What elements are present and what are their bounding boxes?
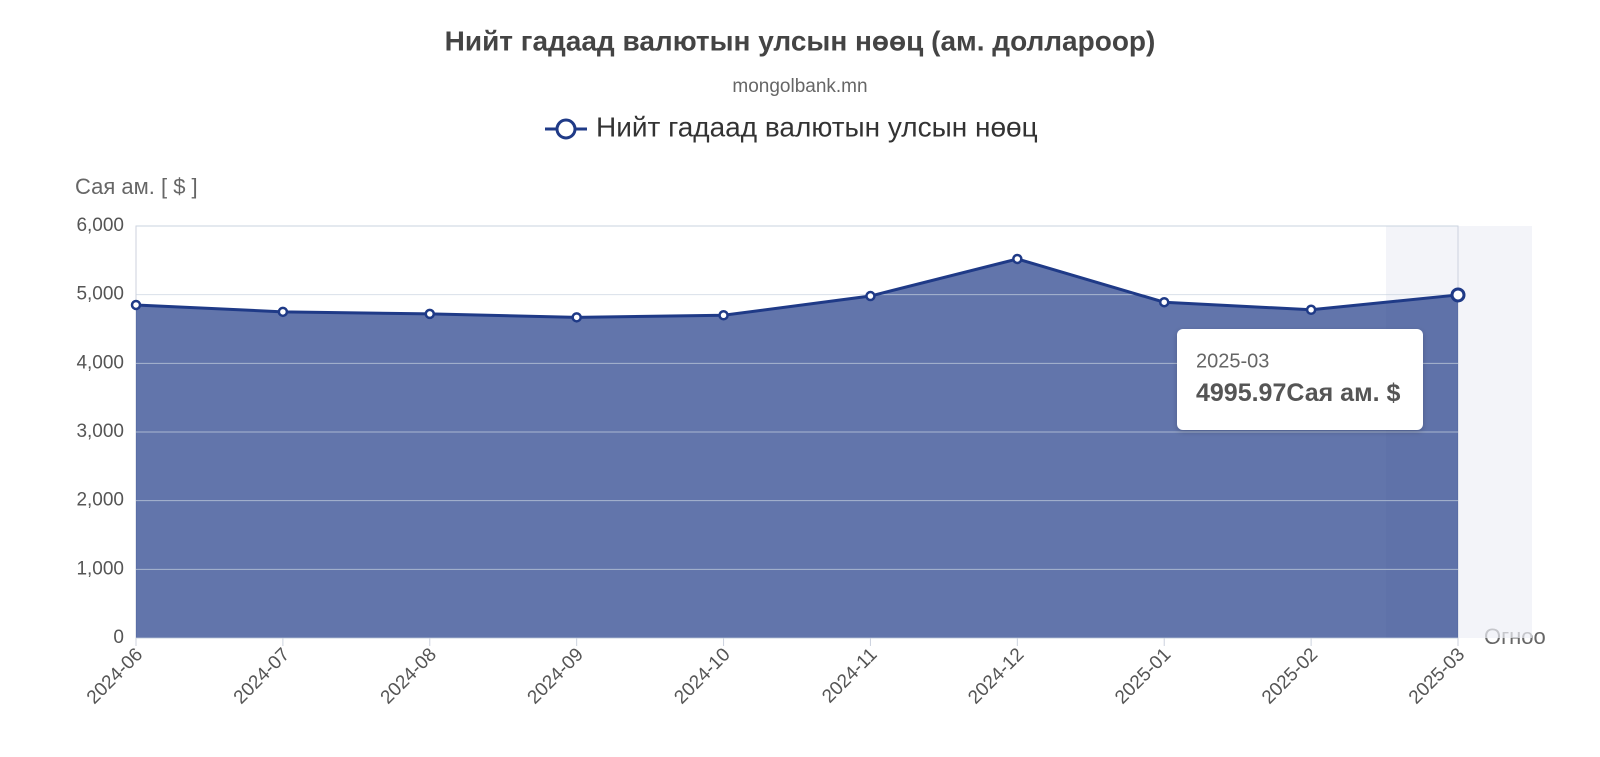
- point: [1158, 296, 1170, 308]
- tooltip-unit: Сая ам. $: [1286, 379, 1400, 407]
- x-tick-label: 2025-02: [1258, 644, 1322, 708]
- y-tick-label: 4,000: [76, 352, 124, 373]
- legend: Нийт гадаад валютын улсын нөөц: [545, 111, 1038, 142]
- point: [1450, 287, 1466, 303]
- y-tick-label: 6,000: [76, 215, 124, 236]
- tooltip-number: 4995.97: [1196, 379, 1286, 407]
- x-tick-label: 2025-01: [1111, 644, 1175, 708]
- y-tick-label: 2,000: [76, 490, 124, 511]
- tooltip-value: 4995.97Сая ам. $: [1196, 379, 1400, 407]
- y-tick-label: 0: [113, 627, 124, 648]
- tooltip: 2025-03 4995.97Сая ам. $: [1177, 329, 1423, 430]
- x-tick-label: 2024-07: [230, 644, 294, 708]
- y-tick-label: 5,000: [76, 284, 124, 305]
- point: [1305, 304, 1317, 316]
- legend-marker: [555, 118, 577, 140]
- x-tick-label: 2024-09: [524, 644, 588, 708]
- point: [424, 308, 436, 320]
- tooltip-box: [1177, 329, 1423, 430]
- x-tick-label: 2024-11: [818, 644, 881, 707]
- y-tick-label: 3,000: [76, 421, 124, 442]
- x-tick-label: 2024-10: [670, 644, 734, 708]
- x-tick-label: 2025-03: [1405, 644, 1469, 708]
- point: [571, 312, 582, 323]
- point: [865, 290, 876, 302]
- point: [1012, 253, 1023, 265]
- x-tick-label: 2024-12: [964, 644, 1028, 708]
- point: [718, 310, 729, 321]
- point: [277, 306, 289, 318]
- legend-label: Нийт гадаад валютын улсын нөөц: [596, 111, 1038, 142]
- line: [135, 257, 1459, 319]
- chart-subtitle: mongolbank.mn: [732, 76, 867, 97]
- point: [130, 299, 142, 311]
- tooltip-category: 2025-03: [1196, 350, 1269, 372]
- area: [136, 258, 1458, 638]
- y-tick-label: 1,000: [76, 558, 124, 579]
- x-tick-label: 2024-08: [377, 644, 441, 708]
- x-tick-label: 2024-06: [83, 644, 147, 708]
- chart-title: Нийт гадаад валютын улсын нөөц (ам. долл…: [445, 25, 1156, 56]
- y-axis-title: Сая ам. [ $ ]: [75, 174, 198, 199]
